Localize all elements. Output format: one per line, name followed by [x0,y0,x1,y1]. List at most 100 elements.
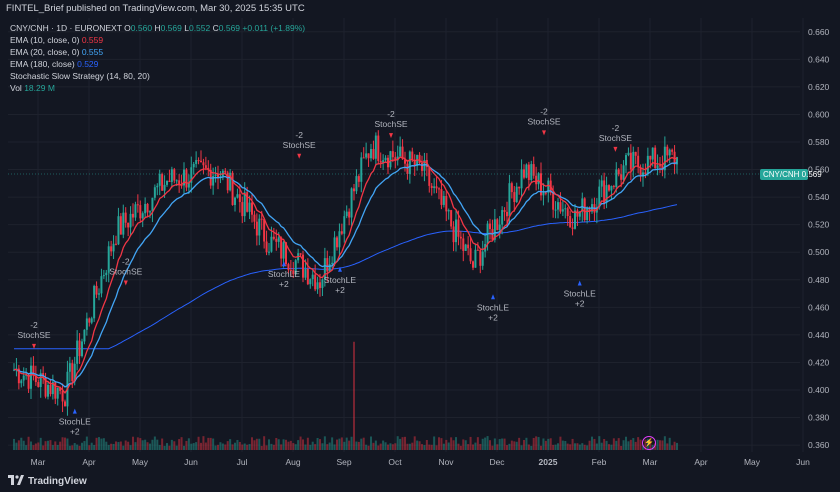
candle-body [51,381,54,395]
candle-body [270,236,273,252]
candle-body [292,270,295,275]
volume-bar [20,437,23,450]
y-tick-label: 0.580 [808,137,830,147]
candle-body [173,169,176,181]
volume-bar [214,445,217,450]
volume-bar [586,445,589,450]
x-tick-label: Sep [336,457,351,467]
candle-body [671,149,674,152]
legend-stoch-row[interactable]: Stochastic Slow Strategy (14, 80, 20) [10,70,305,82]
volume-bar [246,444,249,450]
volume-bar [542,438,545,450]
candle-body [311,274,314,280]
candle-body [496,219,499,231]
candle-body [413,159,416,167]
candle-body [231,172,234,205]
volume-bar [241,444,244,450]
candle-body [246,192,249,212]
volume-bar [574,443,576,450]
volume-bars [13,341,678,450]
candle-body [331,262,334,265]
volume-bar [221,443,224,450]
volume-bar [612,438,615,450]
signal-count: -2 [387,109,395,119]
flash-icon[interactable]: ⚡ [642,436,656,450]
signal-count: -2 [612,123,620,133]
legend-l-label: L [184,23,189,33]
volume-bar [37,442,40,450]
candle-body [144,203,147,214]
candle-body [44,377,47,397]
candle-body [151,197,154,212]
volume-bar [56,445,59,450]
volume-bar [598,436,601,450]
volume-bar [627,441,630,450]
volume-bar [416,440,419,450]
ema180-line [14,204,678,350]
candle-body [294,260,297,275]
candle-body [447,210,450,212]
volume-bar [272,444,275,450]
candle-body [360,157,363,182]
volume-bar [387,444,389,450]
price-axis[interactable]: 0.360 0.380 0.400 0.420 0.440 0.460 0.480 0.500… [808,27,830,450]
candle-body [68,363,71,372]
volume-bar [472,444,474,450]
volume-bar [610,444,613,450]
down-arrow-icon [297,153,302,159]
signal-count: +2 [70,427,80,437]
candle-body [365,153,368,158]
legend-volume-row[interactable]: Vol 18.29 M [10,82,305,94]
volume-bar [22,440,25,450]
legend-ema180-row[interactable]: EMA (180, close) 0.529 [10,58,305,70]
candle-body [464,244,467,251]
candle-body [248,202,251,212]
volume-bar [442,443,445,450]
volume-bar [430,444,433,450]
volume-bar [554,444,557,450]
legend-ema10-row[interactable]: EMA (10, close, 0) 0.559 [10,34,305,46]
volume-bar [161,438,164,450]
volume-bar [107,444,110,450]
tradingview-logo[interactable]: TradingView [8,475,87,487]
volume-bar [666,443,669,450]
volume-bar [498,439,501,450]
candle-body [384,157,387,161]
candle-body [304,268,307,278]
volume-bar [178,439,181,450]
candle-body [598,186,601,208]
candle-body [39,373,42,388]
candle-body [170,169,173,182]
signal-label: StochLE [477,302,509,312]
y-tick-label: 0.540 [808,192,830,202]
candle-body [277,237,280,242]
volume-bar [476,437,479,450]
legend-ema20-row[interactable]: EMA (20, close, 0) 0.555 [10,46,305,58]
candle-body [255,221,258,236]
volume-bar [493,438,496,450]
candle-body [302,254,304,278]
candle-body [343,216,346,234]
candle-body [547,180,550,193]
time-axis[interactable]: Mar Apr May Jun Jul Aug Sep Oct Nov Dec 2025 Feb Mar… [31,457,840,467]
candle-body [603,180,606,203]
candle-body [336,237,338,248]
candle-body [110,246,113,252]
volume-bar [433,436,436,450]
ema20-path [13,162,678,388]
volume-bar [149,443,151,450]
candle-body [263,218,266,242]
candle-body [275,238,278,242]
volume-bar [501,438,504,450]
candle-body [251,202,253,215]
volume-bar [348,440,351,450]
candle-body [455,219,457,243]
candle-body [389,151,392,168]
volume-bar [309,444,312,450]
candle-body [469,248,472,262]
volume-bar [54,441,57,450]
candle-body [632,151,635,170]
volume-bar [314,444,317,450]
